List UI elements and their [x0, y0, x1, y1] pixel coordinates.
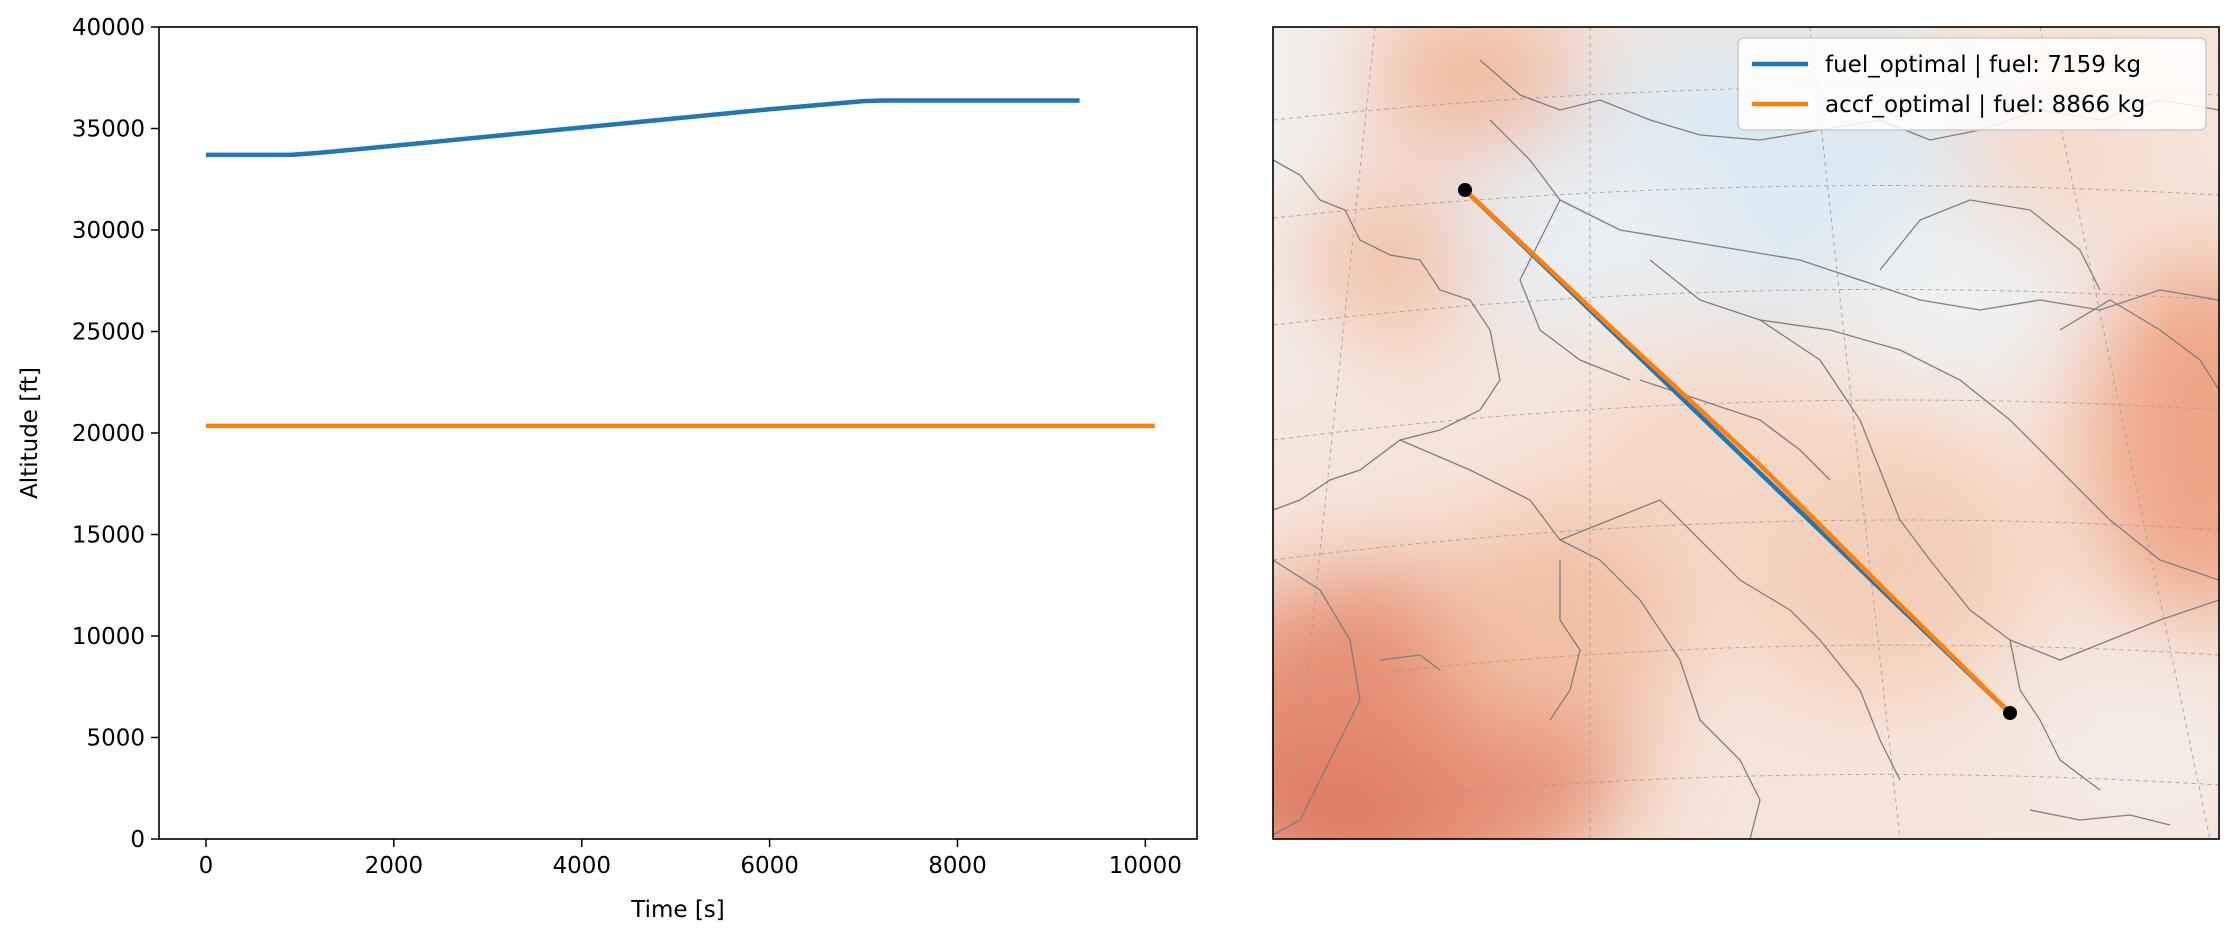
- legend: fuel_optimal | fuel: 7159 kg accf_optima…: [1737, 37, 2207, 131]
- y-tick-label: 35000: [72, 117, 145, 143]
- x-tick-label: 4000: [552, 853, 611, 879]
- altitude-y-ticks: 0 5000 10000 15000 20000 25000 30000 35000 40000: [72, 15, 159, 853]
- altitude-chart: 0 2000 4000 6000 8000 10000 0 5000 10000 15000 20…: [17, 15, 1198, 923]
- altitude-plot-frame: [158, 26, 1198, 840]
- origin-marker: [1458, 183, 1472, 197]
- map-frame: [1272, 26, 2220, 840]
- route-map: fuel_optimal | fuel: 7159 kg accf_optima…: [1272, 26, 2220, 840]
- coastlines: [1273, 59, 2219, 839]
- legend-entry-accf-optimal: accf_optimal | fuel: 8866 kg: [1752, 92, 2145, 118]
- y-tick-label: 25000: [72, 320, 145, 346]
- graticule: [1273, 27, 2219, 839]
- y-tick-label: 10000: [72, 624, 145, 650]
- y-tick-label: 15000: [72, 523, 145, 549]
- x-tick-label: 6000: [740, 853, 799, 879]
- accf-optimal-route: [1463, 188, 2012, 715]
- legend-label-fuel-optimal: fuel_optimal | fuel: 7159 kg: [1825, 52, 2141, 78]
- y-tick-label: 30000: [72, 218, 145, 244]
- y-axis-label: Altitude [ft]: [17, 367, 43, 499]
- map-background: [1273, 27, 2219, 839]
- map-routes: [1458, 183, 2017, 720]
- x-tick-label: 0: [199, 853, 214, 879]
- y-tick-label: 40000: [72, 15, 145, 41]
- legend-label-accf-optimal: accf_optimal | fuel: 8866 kg: [1825, 92, 2145, 118]
- x-axis-label: Time [s]: [630, 897, 725, 923]
- x-tick-label: 2000: [365, 853, 424, 879]
- x-tick-label: 8000: [928, 853, 987, 879]
- y-tick-label: 0: [130, 827, 145, 853]
- altitude-line-fuel-optimal: [205, 98, 1080, 158]
- y-tick-label: 20000: [72, 421, 145, 447]
- altitude-series-group: [205, 98, 1155, 429]
- y-tick-label: 5000: [86, 726, 145, 752]
- altitude-x-ticks: 0 2000 4000 6000 8000 10000: [199, 839, 1182, 879]
- x-tick-label: 10000: [1109, 853, 1182, 879]
- legend-entry-fuel-optimal: fuel_optimal | fuel: 7159 kg: [1752, 52, 2141, 78]
- destination-marker: [2003, 706, 2017, 720]
